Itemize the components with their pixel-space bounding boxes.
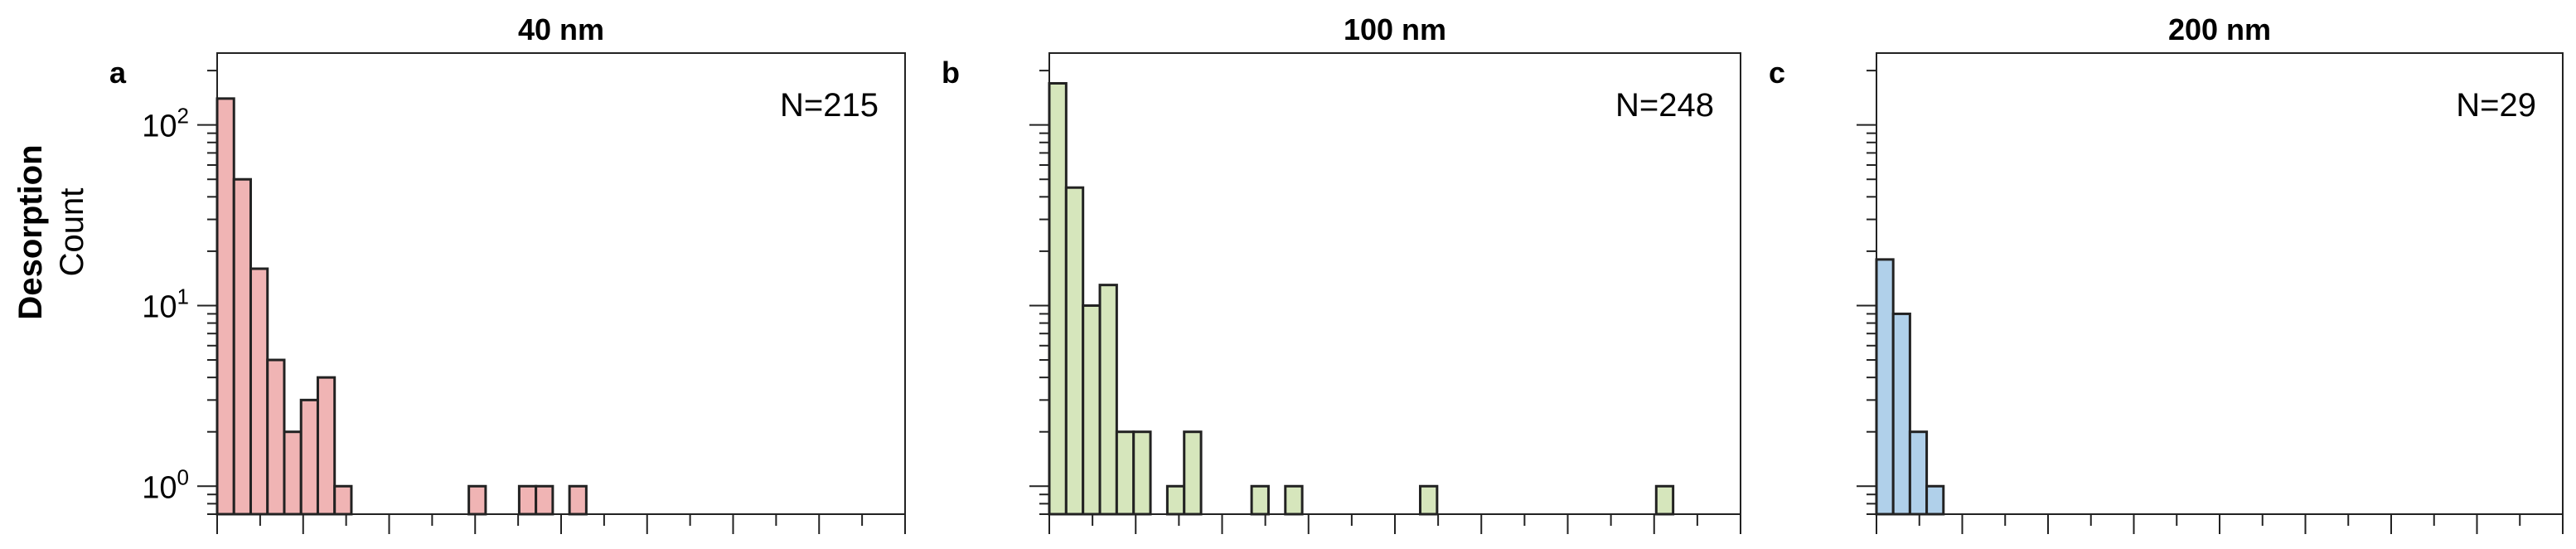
y-axis-label-unit: Count (54, 188, 90, 277)
histogram-bar (215, 97, 235, 516)
histogram-bar (1925, 484, 1945, 516)
sample-count-label: N=215 (780, 87, 879, 124)
y-tick-label: 100 (142, 464, 189, 505)
histogram-bar (517, 484, 538, 516)
y-tick-base: 10 (142, 470, 177, 505)
y-axis-label-title: Desorption (12, 144, 49, 319)
panel-title: 40 nm (518, 12, 604, 46)
histogram-bar (1064, 186, 1085, 516)
panel-c: 200 nm c N=29 (1769, 12, 2564, 534)
y-tick-label: 101 (142, 284, 189, 324)
sample-count-label: N=248 (1615, 87, 1714, 124)
y-tick-exponent: 1 (177, 284, 189, 309)
histogram-bar (1132, 430, 1152, 516)
histogram-bar (249, 267, 269, 516)
histogram-bar (1875, 258, 1895, 516)
histogram-bar (1250, 484, 1270, 516)
histogram-bar (1183, 430, 1203, 516)
histogram-bar (1419, 484, 1439, 516)
histogram-bar (1284, 484, 1304, 516)
panel-letter: a (109, 56, 127, 90)
histogram-bar (299, 398, 319, 516)
y-tick-label: 102 (142, 104, 189, 144)
y-tick-base: 10 (142, 109, 177, 144)
histogram-bar (1891, 312, 1911, 516)
histogram-bar (1098, 284, 1118, 516)
histogram-bar (467, 484, 487, 516)
y-tick-exponent: 0 (177, 464, 189, 489)
histogram-bar (1654, 484, 1675, 516)
panel-letter: b (942, 56, 960, 90)
y-tick-base: 10 (142, 289, 177, 324)
panel-b: 100 nm b N=248 (942, 12, 1741, 534)
histogram-bar (333, 484, 353, 516)
y-tick-exponent: 2 (177, 104, 189, 129)
histogram-bar (316, 376, 337, 516)
histogram-bar (1048, 81, 1068, 516)
sample-count-label: N=29 (2456, 87, 2536, 124)
panel-title: 100 nm (1344, 12, 1446, 46)
panel-letter: c (1769, 56, 1785, 90)
histogram-bar (283, 430, 303, 516)
histogram-bar (232, 177, 252, 516)
histogram-bar (535, 484, 554, 516)
histogram-bar (1115, 430, 1135, 516)
histogram-bar (1082, 304, 1102, 516)
panel-title: 200 nm (2168, 12, 2271, 46)
histogram-bar (568, 484, 588, 516)
histogram-bar (1165, 484, 1186, 516)
histogram-bar (266, 358, 286, 516)
histogram-bar (1908, 430, 1929, 516)
